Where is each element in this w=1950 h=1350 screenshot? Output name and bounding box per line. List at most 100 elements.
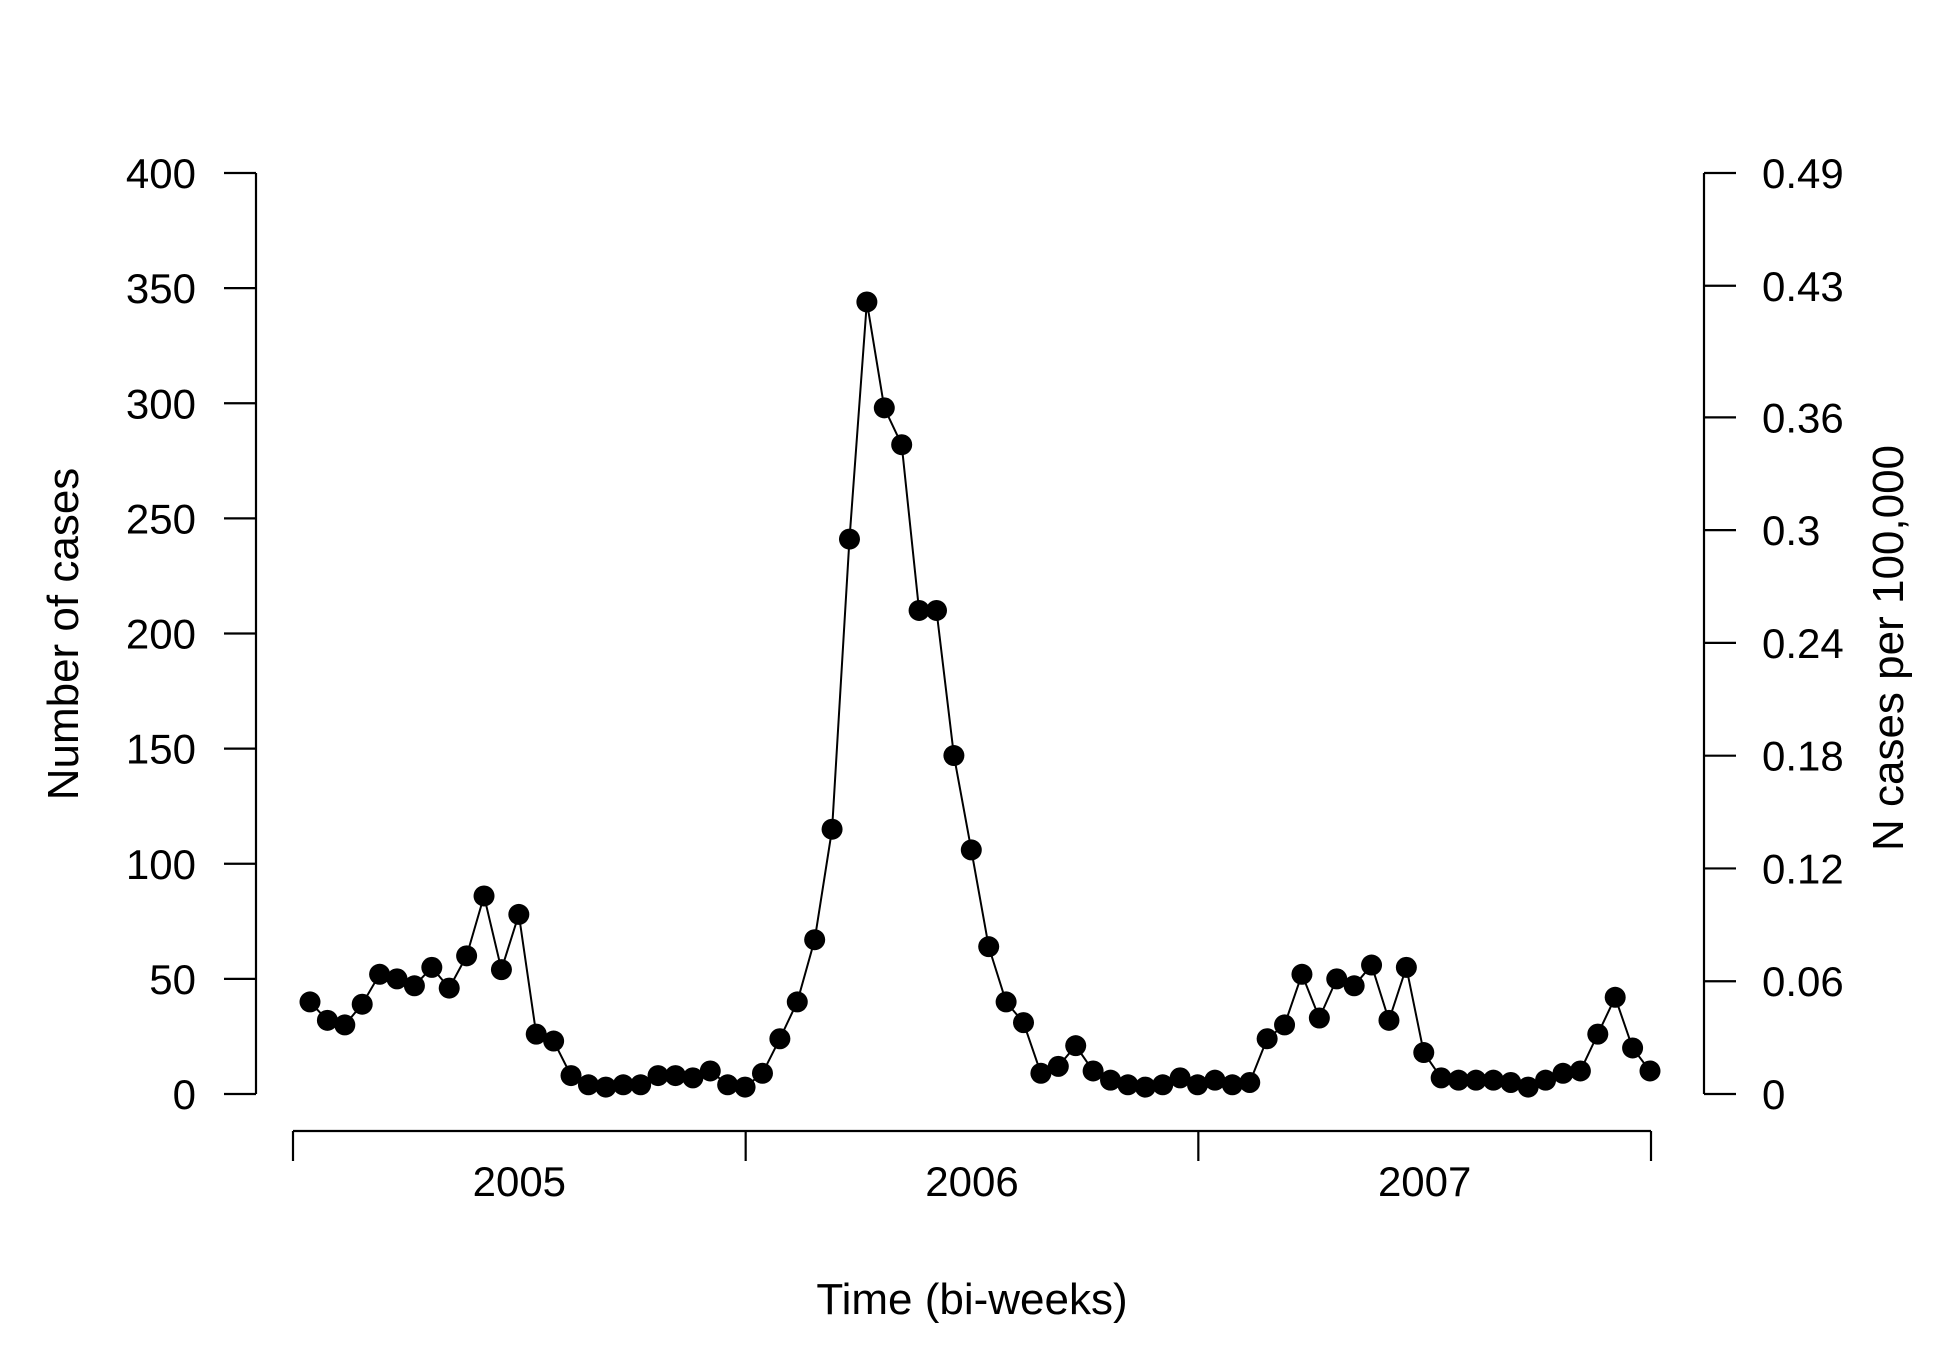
data-point [664, 1065, 686, 1087]
data-point [1082, 1060, 1104, 1082]
data-point [1622, 1037, 1644, 1059]
data-point [1639, 1060, 1661, 1082]
y-tick-label: 400 [126, 150, 196, 197]
data-point [612, 1074, 634, 1096]
x-period-ticks: 2005 2006 2007 [291, 1131, 1653, 1205]
data-point [316, 1009, 338, 1031]
data-point [369, 963, 391, 985]
data-point [403, 975, 425, 997]
right-y-tick-label: 0.06 [1762, 958, 1844, 1005]
data-point [647, 1065, 669, 1087]
data-point [891, 434, 913, 456]
data-point [804, 929, 826, 951]
right-y-axis-title: N cases per 100,000 [1864, 445, 1913, 851]
data-point [1274, 1014, 1296, 1036]
data-point [1221, 1074, 1243, 1096]
data-point [943, 745, 965, 767]
data-point [960, 839, 982, 861]
series-points [299, 291, 1661, 1098]
data-point [508, 903, 530, 925]
data-point [1291, 963, 1313, 985]
y-tick-label: 50 [149, 956, 196, 1003]
data-point [1152, 1074, 1174, 1096]
data-point [769, 1028, 791, 1050]
right-y-tick-label: 0.3 [1762, 507, 1820, 554]
data-point [456, 945, 478, 967]
data-point [560, 1065, 582, 1087]
y-tick-label: 100 [126, 841, 196, 888]
data-point [630, 1074, 652, 1096]
left-y-ticks: 0 50 100 150 200 250 300 350 400 [126, 150, 256, 1118]
right-y-tick-label: 0.24 [1762, 620, 1844, 667]
data-point [821, 818, 843, 840]
data-point [995, 991, 1017, 1013]
data-point [1308, 1007, 1330, 1029]
y-tick-label: 200 [126, 611, 196, 658]
data-point [1517, 1076, 1539, 1098]
y-axis-title: Number of cases [39, 468, 88, 801]
data-point [1047, 1055, 1069, 1077]
data-point [438, 977, 460, 999]
data-point [873, 397, 895, 419]
y-tick-label: 300 [126, 380, 196, 427]
y-tick-label: 150 [126, 726, 196, 773]
data-point [699, 1060, 721, 1082]
data-point [421, 956, 443, 978]
data-point [386, 968, 408, 990]
data-point [1482, 1069, 1504, 1091]
data-point [1465, 1069, 1487, 1091]
left-y-axis: 0 50 100 150 200 250 300 350 400 [126, 150, 258, 1118]
data-point [473, 885, 495, 907]
data-point [1535, 1069, 1557, 1091]
right-y-axis: 0 0.06 0.12 0.18 0.24 0.3 0.36 0.43 0.49 [1702, 150, 1844, 1118]
data-point [334, 1014, 356, 1036]
data-point [1187, 1074, 1209, 1096]
data-point [1204, 1069, 1226, 1091]
data-point [1361, 954, 1383, 976]
right-y-tick-label: 0.12 [1762, 845, 1844, 892]
data-point [1430, 1067, 1452, 1089]
data-point [786, 991, 808, 1013]
data-point [1395, 956, 1417, 978]
data-point [1326, 968, 1348, 990]
data-point [1169, 1067, 1191, 1089]
data-point [1604, 986, 1626, 1008]
x-axis: 2005 2006 2007 [291, 1129, 1653, 1205]
data-point [1013, 1012, 1035, 1034]
series-cases [299, 291, 1661, 1098]
right-y-tick-label: 0.18 [1762, 733, 1844, 780]
data-point [838, 528, 860, 550]
y-tick-label: 350 [126, 265, 196, 312]
data-point [1552, 1062, 1574, 1084]
data-point [1239, 1071, 1261, 1093]
data-point [734, 1076, 756, 1098]
x-period-label: 2006 [925, 1158, 1018, 1205]
data-point [1100, 1069, 1122, 1091]
data-point [1378, 1009, 1400, 1031]
data-point [978, 936, 1000, 958]
right-y-tick-label: 0.36 [1762, 394, 1844, 441]
data-point [1117, 1074, 1139, 1096]
data-point [1448, 1069, 1470, 1091]
data-point [490, 959, 512, 981]
data-point [1065, 1035, 1087, 1057]
y-tick-label: 250 [126, 495, 196, 542]
data-point [543, 1030, 565, 1052]
data-point [1030, 1062, 1052, 1084]
data-point [595, 1076, 617, 1098]
data-point [577, 1074, 599, 1096]
data-point [1134, 1076, 1156, 1098]
data-point [682, 1067, 704, 1089]
data-point [299, 991, 321, 1013]
right-y-tick-label: 0.49 [1762, 150, 1844, 197]
data-point [1343, 975, 1365, 997]
data-point [925, 599, 947, 621]
data-point [856, 291, 878, 313]
data-point [717, 1074, 739, 1096]
x-axis-title: Time (bi-weeks) [816, 1275, 1127, 1324]
data-point [1413, 1042, 1435, 1064]
right-y-tick-label: 0.43 [1762, 263, 1844, 310]
data-point [525, 1023, 547, 1045]
data-point [1569, 1060, 1591, 1082]
data-point [751, 1062, 773, 1084]
